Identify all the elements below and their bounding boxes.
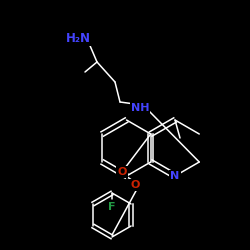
Text: O: O [130,180,140,190]
Text: O: O [117,167,127,177]
Text: NH: NH [131,103,149,113]
Text: F: F [108,202,116,212]
Text: N: N [170,171,179,181]
Text: H₂N: H₂N [66,32,90,44]
